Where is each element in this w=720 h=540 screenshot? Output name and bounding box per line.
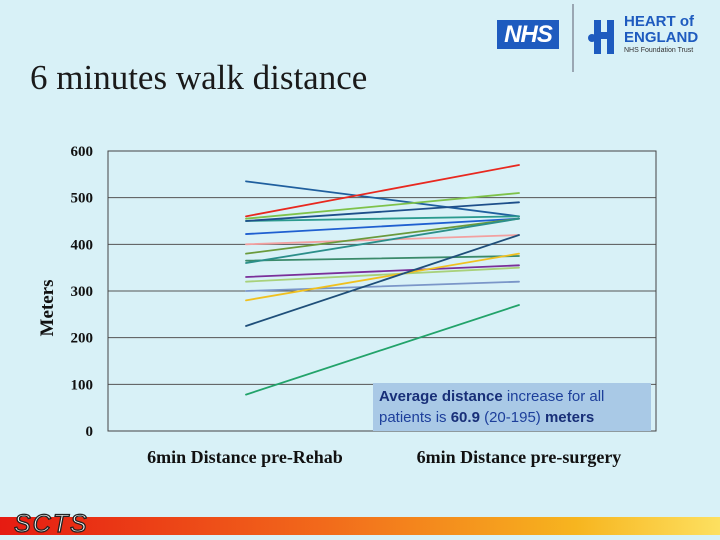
nhs-logo: NHS (497, 20, 559, 49)
annotation-part3: 60.9 (450, 409, 480, 426)
y-tick-label: 0 (86, 424, 94, 440)
series-line-9 (245, 255, 520, 262)
series-line-1 (245, 180, 520, 218)
slide-title: 6 minutes walk distance (30, 58, 368, 97)
trust-name-line1: HEART of (624, 13, 694, 30)
logo-divider (572, 4, 574, 72)
series-line-15 (245, 234, 520, 327)
series-line-11 (245, 264, 520, 278)
y-tick-label: 200 (71, 331, 94, 347)
y-tick-label: 100 (71, 377, 94, 393)
series-line-7 (245, 234, 520, 246)
footer-brand: SCTS (13, 509, 89, 538)
y-tick-labels: 0 100 200 300 400 500 600 (71, 144, 94, 440)
series-line-6 (245, 217, 520, 235)
plot-frame (107, 150, 657, 432)
series-line-3 (245, 192, 520, 220)
trust-name-line3: NHS Foundation Trust (624, 47, 694, 54)
trust-name-line2: ENGLAND (624, 29, 699, 46)
annotation-part2: increase for all patients is (379, 388, 605, 426)
y-tick-label: 500 (71, 191, 94, 207)
annotation-box: Average distance increase for all patien… (373, 383, 651, 431)
annotation-part5: meters (544, 409, 595, 426)
footer-bar (0, 517, 720, 535)
series-line-5 (245, 201, 520, 222)
trust-mark-icon (588, 20, 614, 54)
series-line-10 (245, 217, 520, 264)
x-tick-label: 6min Distance pre-Rehab (147, 447, 343, 467)
series-line-4 (245, 215, 520, 222)
y-tick-label: 300 (71, 284, 94, 300)
y-tick-label: 400 (71, 237, 94, 253)
x-tick-labels: 6min Distance pre-Rehab 6min Distance pre… (147, 447, 621, 467)
trust-name: HEART of ENGLAND NHS Foundation Trust (624, 14, 698, 55)
series-line-8 (245, 217, 520, 255)
series-line-13 (245, 280, 520, 292)
series-line-2 (245, 164, 520, 218)
annotation-part4: (20-195) (479, 409, 545, 426)
series-line-14 (245, 252, 520, 302)
y-axis-label: Meters (37, 280, 58, 337)
x-tick-label: 6min Distance pre-surgery (417, 447, 622, 467)
series-line-16 (245, 304, 520, 396)
series-line-12 (245, 266, 520, 283)
annotation-part1: Average distance (379, 388, 503, 405)
series-lines (245, 164, 520, 396)
y-tick-label: 600 (71, 144, 94, 160)
